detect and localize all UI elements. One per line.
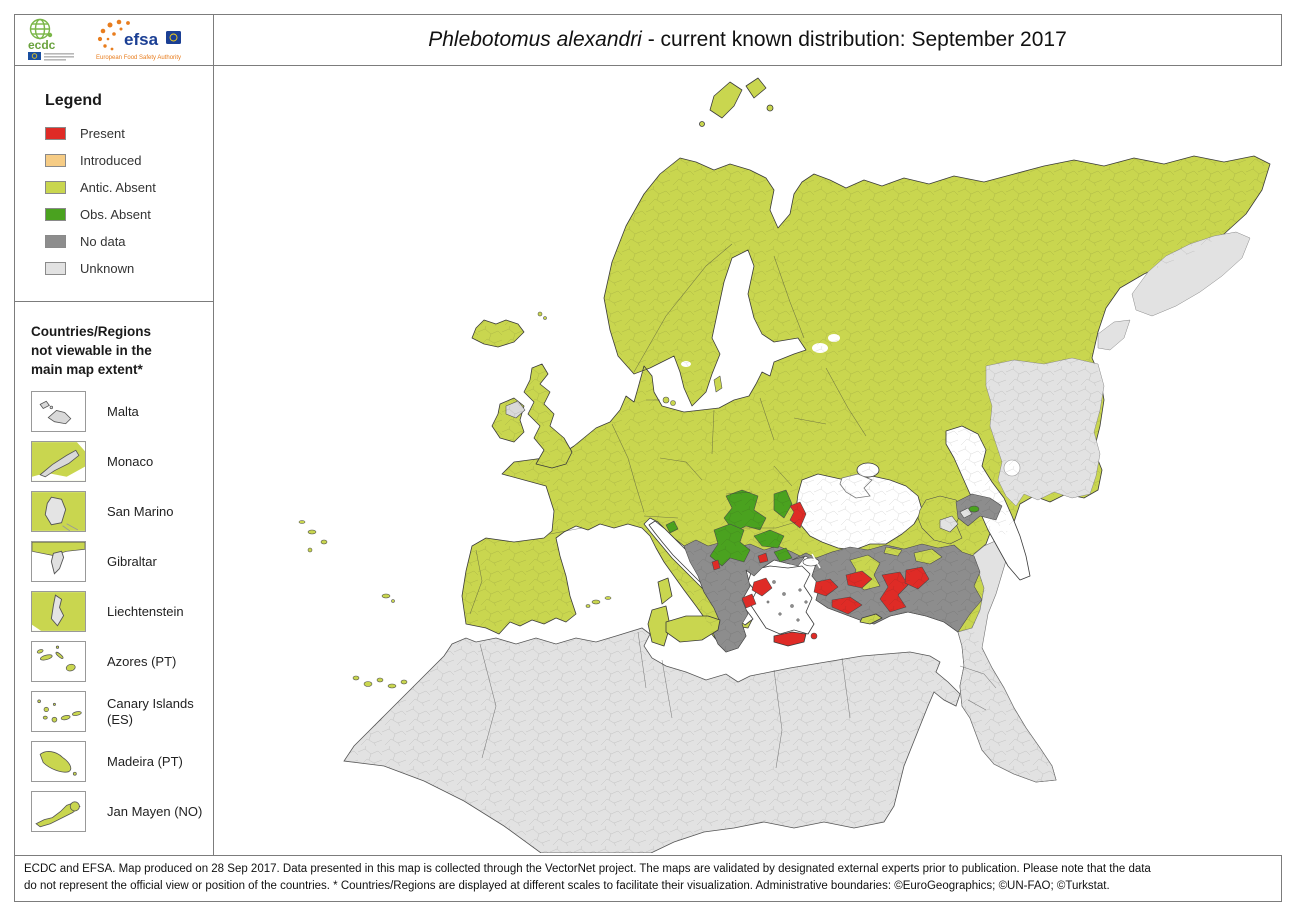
title-rest: - current known distribution: September … xyxy=(641,28,1067,51)
inset-canary: Canary Islands (ES) xyxy=(31,691,213,733)
inset-label: Jan Mayen (NO) xyxy=(107,803,203,819)
inset-map-azores xyxy=(31,641,86,683)
map-region-sardinia-antic xyxy=(647,605,671,647)
efsa-subtitle: European Food Safety Authority xyxy=(96,55,181,61)
inset-map-malta xyxy=(31,391,86,433)
map-region-gotland-denmark-isles xyxy=(662,375,723,406)
map-region-faroe-antic xyxy=(537,311,547,320)
efsa-logo-icon: efsa European Food Safety Authority xyxy=(96,19,181,61)
inset-jan-mayen: Jan Mayen (NO) xyxy=(31,791,213,833)
inset-label: Azores (PT) xyxy=(107,653,177,669)
legend-swatch-introduced xyxy=(45,154,66,167)
inset-gibraltar: Gibraltar xyxy=(31,541,213,583)
aegean-islands xyxy=(766,580,808,622)
footer-line-1: ECDC and EFSA. Map produced on 28 Sep 20… xyxy=(24,863,1151,875)
ecdc-eu-flag xyxy=(28,52,41,60)
inset-map-jan-mayen xyxy=(31,791,86,833)
footer: ECDC and EFSA. Map produced on 28 Sep 20… xyxy=(14,855,1282,902)
footer-line-2: do not represent the official view or po… xyxy=(24,880,1110,893)
inset-label: Gibraltar xyxy=(107,553,157,569)
inset-label: Liechtenstein xyxy=(107,603,184,619)
ecdc-wordmark: ecdc xyxy=(28,38,56,52)
legend-item: Obs. Absent xyxy=(45,207,213,222)
inset-label: Madeira (PT) xyxy=(107,753,183,769)
distribution-map xyxy=(298,77,1271,853)
map-region-madeira-antic xyxy=(381,593,395,603)
legend-item: Antic. Absent xyxy=(45,180,213,195)
header: ecdc efsa European Food Safety Aut xyxy=(14,14,1282,66)
map-region-azores-antic xyxy=(298,520,328,553)
page-title: Phlebotomus alexandri - current known di… xyxy=(428,28,1067,52)
inset-madeira: Madeira (PT) xyxy=(31,741,213,783)
aegean-sea xyxy=(747,565,815,635)
body: Legend Present Introduced Antic. Absent … xyxy=(14,66,1283,855)
legend-label: Antic. Absent xyxy=(80,180,156,195)
map-viewer: ecdc efsa European Food Safety Aut xyxy=(14,14,1283,902)
inset-liechtenstein: Liechtenstein xyxy=(31,591,213,633)
map-region-russia-band-unknown xyxy=(1097,319,1131,351)
insets-panel: Countries/Regions not viewable in the ma… xyxy=(15,302,213,855)
inset-san-marino: San Marino xyxy=(31,491,213,533)
efsa-eu-flag xyxy=(166,31,181,44)
legend-label: Unknown xyxy=(80,261,135,276)
country-borders xyxy=(469,243,997,769)
legend-swatch-no-data xyxy=(45,235,66,248)
legend-label: Obs. Absent xyxy=(80,207,151,222)
map-region-crete-present xyxy=(773,631,807,647)
ecdc-logo-icon: ecdc xyxy=(28,18,74,61)
legend-label: Present xyxy=(80,126,125,141)
inset-map-san-marino xyxy=(31,491,86,533)
species-name: Phlebotomus alexandri xyxy=(428,28,642,51)
map-region-greece-coast-present xyxy=(741,593,757,609)
inset-map-monaco xyxy=(31,441,86,483)
map-area xyxy=(214,66,1283,855)
inset-label: Monaco xyxy=(107,453,154,469)
inset-malta: Malta xyxy=(31,391,213,433)
map-region-corsica-antic xyxy=(657,577,673,605)
map-region-canary-islands-antic xyxy=(352,675,408,689)
inset-map-liechtenstein xyxy=(31,591,86,633)
admin-regions-texture xyxy=(344,156,1270,853)
inset-map-gibraltar xyxy=(31,541,86,583)
legend-swatch-unknown xyxy=(45,262,66,275)
legend-item: Introduced xyxy=(45,153,213,168)
legend-swatch-antic-absent xyxy=(45,181,66,194)
legend-item: Present xyxy=(45,126,213,141)
title-cell: Phlebotomus alexandri - current known di… xyxy=(214,15,1281,65)
legend-label: Introduced xyxy=(80,153,142,168)
inset-label: Malta xyxy=(107,403,139,419)
insets-heading: Countries/Regions not viewable in the ma… xyxy=(31,324,152,378)
inset-map-canary xyxy=(31,691,86,733)
map-region-svalbard-antic xyxy=(699,77,774,127)
inset-azores: Azores (PT) xyxy=(31,641,213,683)
legend-item: Unknown xyxy=(45,261,213,276)
legend-swatch-present xyxy=(45,127,66,140)
map-region-balearics-antic xyxy=(585,596,612,608)
legend-heading: Legend xyxy=(45,92,102,109)
logo-cell: ecdc efsa European Food Safety Aut xyxy=(15,15,214,65)
legend-label: No data xyxy=(80,234,126,249)
inset-map-madeira xyxy=(31,741,86,783)
legend: Legend Present Introduced Antic. Absent … xyxy=(15,66,213,302)
sidebar: Legend Present Introduced Antic. Absent … xyxy=(15,66,214,855)
inset-monaco: Monaco xyxy=(31,441,213,483)
inset-label: Canary Islands (ES) xyxy=(107,695,194,727)
legend-item: No data xyxy=(45,234,213,249)
map-region-rhodes-present xyxy=(810,632,818,640)
inset-label: San Marino xyxy=(107,503,174,519)
efsa-wordmark: efsa xyxy=(124,30,159,49)
map-region-north-greece-present xyxy=(751,577,773,597)
legend-swatch-obs-absent xyxy=(45,208,66,221)
